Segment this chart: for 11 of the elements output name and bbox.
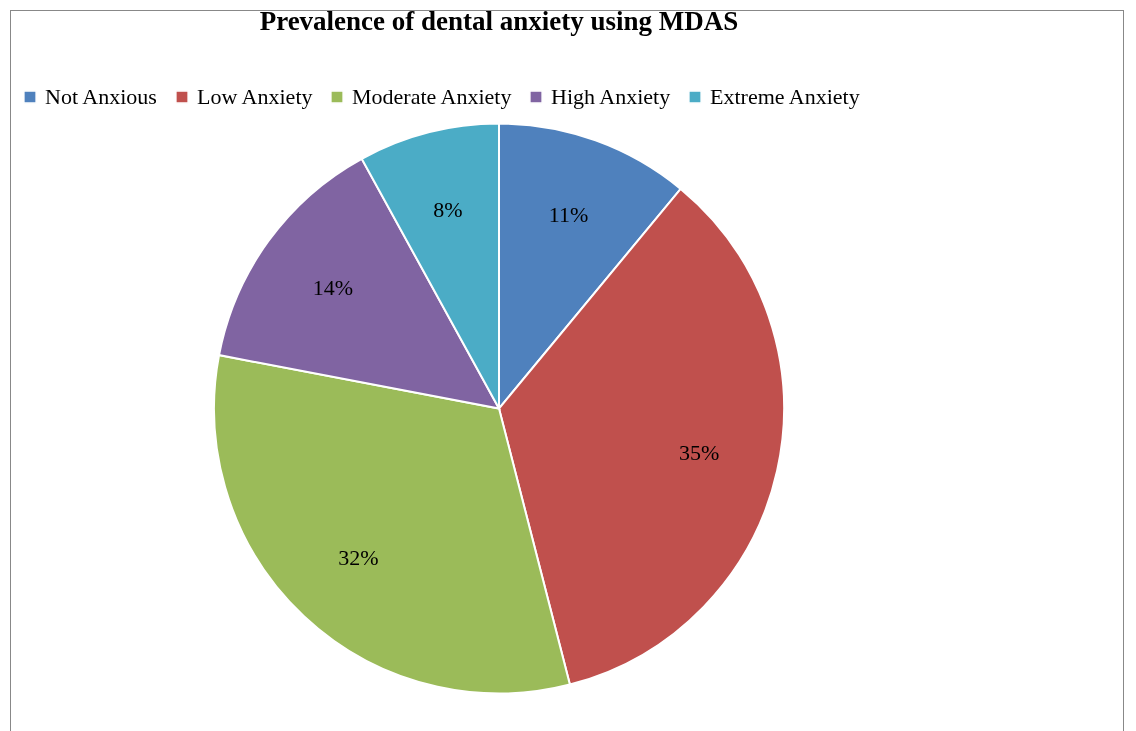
data-label: 14% (312, 274, 354, 300)
data-label: 32% (338, 545, 379, 571)
data-label: 8% (433, 196, 463, 222)
chart-title: Prevalence of dental anxiety using MDAS (259, 6, 739, 36)
legend-label: High Anxiety (551, 84, 671, 109)
legend-label: Not Anxious (45, 84, 157, 109)
legend-label: Moderate Anxiety (352, 84, 512, 109)
legend-label: Extreme Anxiety (710, 84, 860, 109)
data-label: 11% (548, 202, 589, 228)
legend-label: Low Anxiety (197, 84, 313, 109)
data-label: 35% (679, 440, 720, 466)
